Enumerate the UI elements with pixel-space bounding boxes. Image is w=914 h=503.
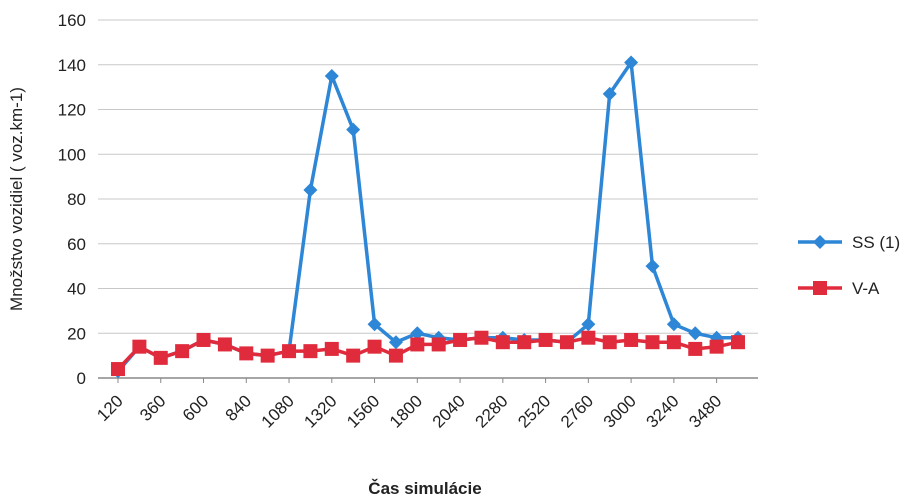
x-axis-label: Čas simulácie xyxy=(368,479,481,498)
data-point xyxy=(132,339,147,354)
x-tick-label: 840 xyxy=(222,391,255,424)
data-point xyxy=(602,335,617,350)
x-tick-label: 2040 xyxy=(429,391,469,431)
data-point xyxy=(388,335,403,350)
data-point xyxy=(346,122,361,137)
data-point xyxy=(196,332,211,347)
y-tick-label: 60 xyxy=(67,235,86,254)
data-point xyxy=(303,183,318,198)
data-point xyxy=(495,335,510,350)
data-point xyxy=(645,335,660,350)
y-tick-label: 160 xyxy=(58,11,86,30)
legend-label: V-A xyxy=(852,279,880,298)
data-point xyxy=(367,317,382,332)
y-tick-label: 0 xyxy=(77,369,86,388)
grid-lines xyxy=(98,19,758,334)
y-tick-label: 40 xyxy=(67,280,86,299)
data-point xyxy=(324,341,339,356)
x-tick-label: 1560 xyxy=(343,391,383,431)
data-point xyxy=(688,326,703,341)
y-tick-label: 140 xyxy=(58,56,86,75)
x-tick-label: 2520 xyxy=(514,391,554,431)
data-point xyxy=(239,346,254,361)
x-tick-label: 1320 xyxy=(300,391,340,431)
y-tick-label: 20 xyxy=(67,324,86,343)
data-point xyxy=(517,335,532,350)
x-tick-label: 2760 xyxy=(557,391,597,431)
data-point xyxy=(453,332,468,347)
data-point xyxy=(153,350,168,365)
data-point xyxy=(731,335,745,350)
series-2 xyxy=(111,330,745,377)
series-line xyxy=(116,60,738,373)
data-point xyxy=(388,348,403,363)
data-point xyxy=(282,344,297,359)
data-point xyxy=(324,68,339,83)
x-tick-label: 2280 xyxy=(471,391,511,431)
data-point xyxy=(581,317,596,332)
x-tick-label: 120 xyxy=(93,391,126,424)
y-tick-label: 120 xyxy=(58,101,86,120)
data-point xyxy=(431,337,446,352)
x-tick-label: 1080 xyxy=(258,391,298,431)
data-point xyxy=(175,344,190,359)
data-point xyxy=(260,348,275,363)
x-tick-label: 1800 xyxy=(386,391,426,431)
data-point xyxy=(410,337,425,352)
y-tick-labels: 0 20 40 60 80 100 120 140 160 xyxy=(58,11,86,388)
data-point xyxy=(410,326,425,341)
data-point xyxy=(111,362,125,377)
series-group xyxy=(111,55,745,379)
legend-item: V-A xyxy=(798,279,880,298)
legend-label: SS (1) xyxy=(852,233,900,252)
x-tick-labels: 120 360 600 840 1080 1320 1560 1800 2040 2280 2520… xyxy=(93,378,725,432)
y-tick-label: 80 xyxy=(67,190,86,209)
x-tick-label: 3480 xyxy=(685,391,725,431)
data-point xyxy=(559,335,574,350)
x-tick-label: 360 xyxy=(136,391,169,424)
data-point xyxy=(645,259,660,274)
data-point xyxy=(602,86,617,101)
series-1 xyxy=(111,55,745,379)
x-tick-label: 3240 xyxy=(643,391,683,431)
data-point xyxy=(538,332,553,347)
data-point xyxy=(624,55,639,70)
series-line xyxy=(116,335,739,371)
data-point xyxy=(709,339,724,354)
x-tick-label: 600 xyxy=(179,391,212,424)
y-tick-label: 100 xyxy=(58,145,86,164)
data-point xyxy=(217,337,232,352)
legend-marker xyxy=(813,281,827,295)
legend: SS (1) V-A xyxy=(798,233,900,298)
data-point xyxy=(666,335,681,350)
x-tick-label: 3000 xyxy=(600,391,640,431)
data-point xyxy=(581,330,596,345)
legend-marker xyxy=(813,235,827,249)
data-point xyxy=(474,330,489,345)
data-point xyxy=(624,332,639,347)
legend-item: SS (1) xyxy=(798,233,900,252)
data-point xyxy=(688,341,703,356)
data-point xyxy=(303,344,318,359)
data-point xyxy=(666,317,681,332)
y-axis-label: Množstvo vozidiel ( voz.km-1) xyxy=(7,87,26,311)
data-point xyxy=(346,348,361,363)
data-point xyxy=(367,339,382,354)
